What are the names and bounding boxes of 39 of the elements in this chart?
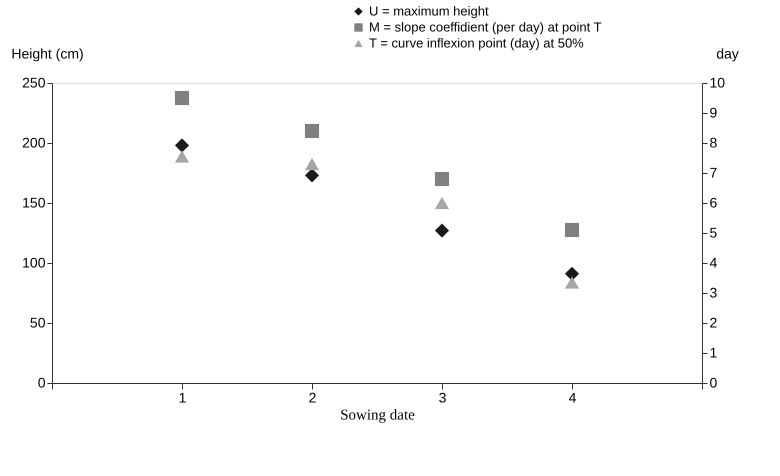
legend-label: U = maximum height [369, 4, 489, 18]
x-tick-label: 1 [178, 390, 187, 406]
y-tick-label: 100 [22, 254, 46, 270]
point [434, 172, 450, 186]
point [304, 168, 320, 182]
legend-label: T = curve inflexion point (day) at 50% [369, 36, 584, 50]
y2-tick-label: 6 [710, 194, 718, 210]
point [174, 150, 190, 163]
x-tick-label: 4 [568, 390, 577, 406]
point [174, 90, 190, 106]
y-axis-title: Height (cm) [11, 46, 84, 62]
point [564, 266, 580, 281]
point [434, 196, 450, 210]
point [304, 158, 320, 170]
legend-label: M = slope coeffidient (per day) at point T [369, 20, 602, 34]
point [434, 224, 450, 238]
x-tick-label: 2 [308, 390, 317, 406]
y2-tick-label: 3 [710, 284, 718, 300]
y2-tick-label: 4 [710, 254, 718, 270]
y2-tick-label: 8 [710, 134, 718, 150]
y-tick-label: 50 [30, 314, 46, 330]
y-tick-label: 0 [38, 374, 46, 390]
y-tick-label: 250 [22, 74, 46, 90]
point [564, 276, 580, 289]
x-tick-label: 3 [438, 390, 447, 406]
y2-tick-label: 0 [710, 374, 718, 390]
y-tick-label: 200 [22, 134, 46, 150]
point [174, 138, 190, 152]
y2-tick-label: 5 [710, 224, 718, 240]
point [304, 124, 320, 138]
y2-tick-label: 10 [710, 74, 726, 90]
y2-tick-label: 1 [710, 344, 718, 360]
x-axis-title: Sowing date [340, 408, 416, 424]
point [564, 222, 580, 238]
y2-axis-title: day [716, 46, 739, 62]
y2-tick-label: 7 [710, 164, 718, 180]
y2-tick-label: 9 [710, 104, 718, 120]
y2-tick-label: 2 [710, 314, 718, 330]
y-tick-label: 150 [22, 194, 46, 210]
